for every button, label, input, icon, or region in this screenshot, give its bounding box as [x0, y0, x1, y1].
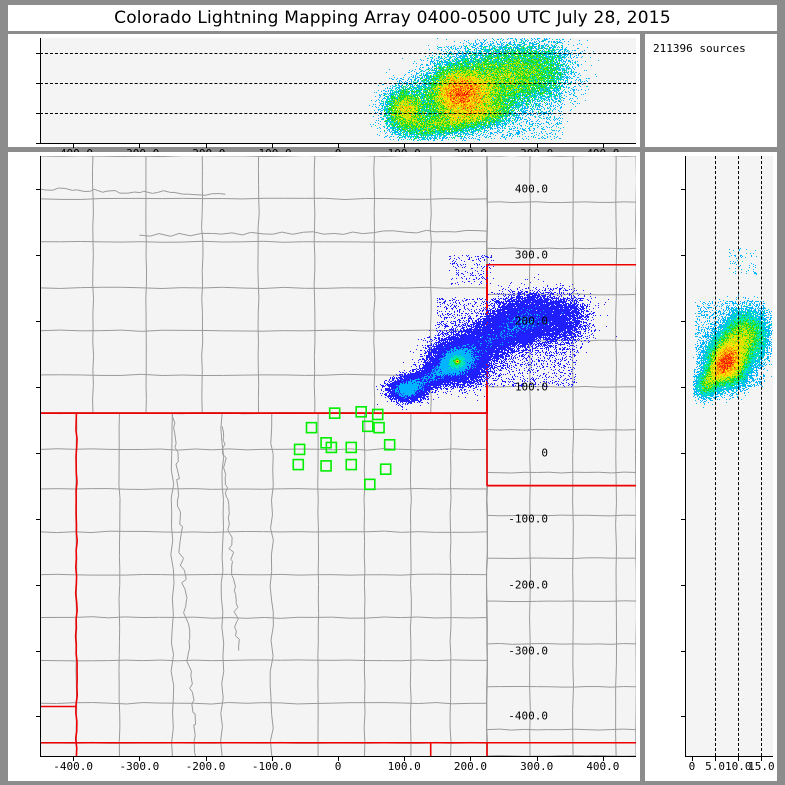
gridline	[40, 113, 636, 114]
page-title: Colorado Lightning Mapping Array 0400-05…	[114, 8, 671, 28]
map-x-label: -200.0	[185, 760, 226, 773]
alt-plot-area	[685, 156, 773, 756]
alt-y-label: -300.0	[508, 644, 548, 657]
gridline	[40, 53, 636, 54]
source-count-text: 211396 sources	[653, 42, 746, 55]
gridline	[761, 156, 763, 756]
map-x-label: 100.0	[387, 760, 421, 773]
map-panel: -400.0 -300.0 -200.0 -100.0 0 100.0 200.0 300.0…	[8, 152, 640, 781]
source-count-panel: 211396 sources	[645, 34, 777, 147]
map-x-label: 0	[334, 760, 342, 773]
alt-y-label: 0	[541, 446, 548, 460]
alt-lightning-scatter	[685, 156, 773, 756]
alt-y-label: 300.0	[514, 248, 548, 262]
alt-y-label: -200.0	[508, 578, 548, 592]
top-lightning-scatter	[40, 38, 636, 143]
right-altitude-panel: -400.0 -300.0 -200.0 -100.0 0 100.0 200.0 300.0…	[508, 152, 777, 781]
map-lightning-scatter	[40, 156, 636, 756]
gridline	[738, 156, 740, 756]
map-x-label: -100.0	[251, 760, 292, 773]
alt-y-label: 100.0	[514, 380, 548, 394]
gridline	[40, 83, 636, 84]
alt-y-label: 400.0	[514, 182, 548, 196]
map-x-label: 300.0	[520, 760, 554, 773]
gridline	[715, 156, 717, 756]
top-altitude-panel: 05.010.015.0 -400.0-300.0-200.0-100.0010…	[8, 34, 640, 160]
map-x-label: 400.0	[586, 760, 620, 773]
alt-x-label: 10.0	[725, 760, 752, 773]
alt-x-label: 15.0	[748, 760, 775, 773]
alt-y-label: -400.0	[508, 709, 548, 723]
map-plot-area	[40, 156, 636, 756]
title-bar: Colorado Lightning Mapping Array 0400-05…	[8, 5, 777, 31]
alt-x-label: 0	[688, 760, 696, 773]
alt-y-label: -100.0	[508, 512, 548, 526]
map-x-label: -400.0	[53, 760, 93, 773]
alt-x-label: 5.0	[705, 760, 726, 773]
top-plot-area	[40, 38, 636, 143]
map-x-label: -300.0	[119, 760, 160, 773]
map-x-label: 200.0	[453, 760, 487, 773]
alt-y-label: 200.0	[514, 314, 548, 328]
